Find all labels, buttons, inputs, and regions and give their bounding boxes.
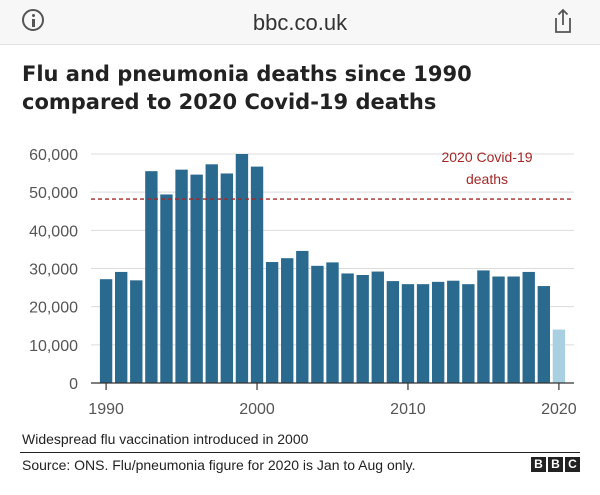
reference-line-label: 2020 Covid-19: [441, 149, 532, 165]
bar: [99, 279, 113, 383]
bbc-logo: B B C: [531, 457, 580, 472]
bar-chart: 2020 Covid-19 deaths 0 10,000 20,000 30,000 4…: [29, 147, 577, 418]
bars: [99, 154, 566, 383]
browser-toolbar: bbc.co.uk: [0, 0, 600, 45]
bar: [281, 258, 294, 383]
bar: [205, 164, 218, 383]
axes: 0 10,000 20,000 30,000 40,000 50,000 60,000 199…: [29, 147, 577, 418]
bar: [537, 286, 551, 383]
bar: [371, 271, 384, 383]
bar: [462, 284, 475, 383]
bar: [160, 194, 173, 383]
bar: [552, 329, 566, 383]
x-tick-label: 2010: [390, 401, 426, 418]
info-icon[interactable]: [22, 9, 44, 31]
bar: [341, 273, 354, 383]
y-tick-label: 30,000: [29, 262, 78, 279]
chart-title: Flu and pneumonia deaths since 1990 comp…: [22, 62, 472, 114]
bar: [130, 280, 143, 383]
chart-note: Widespread flu vaccination introduced in…: [22, 431, 309, 447]
x-tick-label: 2020: [541, 401, 577, 418]
reference-line: 2020 Covid-19 deaths: [91, 149, 574, 200]
x-tick-label: 1990: [88, 401, 124, 418]
y-tick-label: 60,000: [29, 147, 78, 164]
bar: [220, 173, 234, 383]
bar: [447, 280, 460, 383]
bar: [296, 250, 309, 383]
bar: [356, 274, 369, 383]
y-tick-label: 20,000: [29, 300, 78, 317]
x-tick-label: 2000: [239, 401, 275, 418]
url-bar[interactable]: bbc.co.uk: [252, 10, 348, 35]
bbc-logo-letter: B: [531, 457, 546, 472]
share-icon[interactable]: [552, 8, 574, 34]
bar: [175, 169, 188, 383]
bar: [401, 284, 415, 383]
footer-divider: [20, 452, 580, 453]
y-tick-label: 50,000: [29, 185, 78, 202]
bar: [386, 281, 400, 383]
bar: [416, 284, 430, 383]
bar: [114, 271, 128, 383]
bar: [311, 265, 324, 383]
reference-line-label: deaths: [466, 171, 508, 187]
bar: [507, 276, 520, 383]
bar: [522, 271, 535, 383]
bar: [326, 262, 339, 383]
bar: [431, 281, 445, 383]
bbc-logo-letter: B: [548, 457, 563, 472]
bar: [265, 262, 279, 383]
bbc-logo-letter: C: [565, 457, 580, 472]
bar: [492, 276, 505, 383]
y-tick-label: 0: [69, 376, 78, 393]
y-tick-label: 10,000: [29, 338, 78, 355]
bar: [250, 166, 264, 383]
bar: [477, 270, 490, 383]
bar: [235, 154, 249, 383]
y-tick-label: 40,000: [29, 223, 78, 240]
source-text: Source: ONS. Flu/pneumonia figure for 20…: [22, 457, 416, 473]
bar: [190, 174, 203, 383]
bar: [145, 171, 158, 383]
